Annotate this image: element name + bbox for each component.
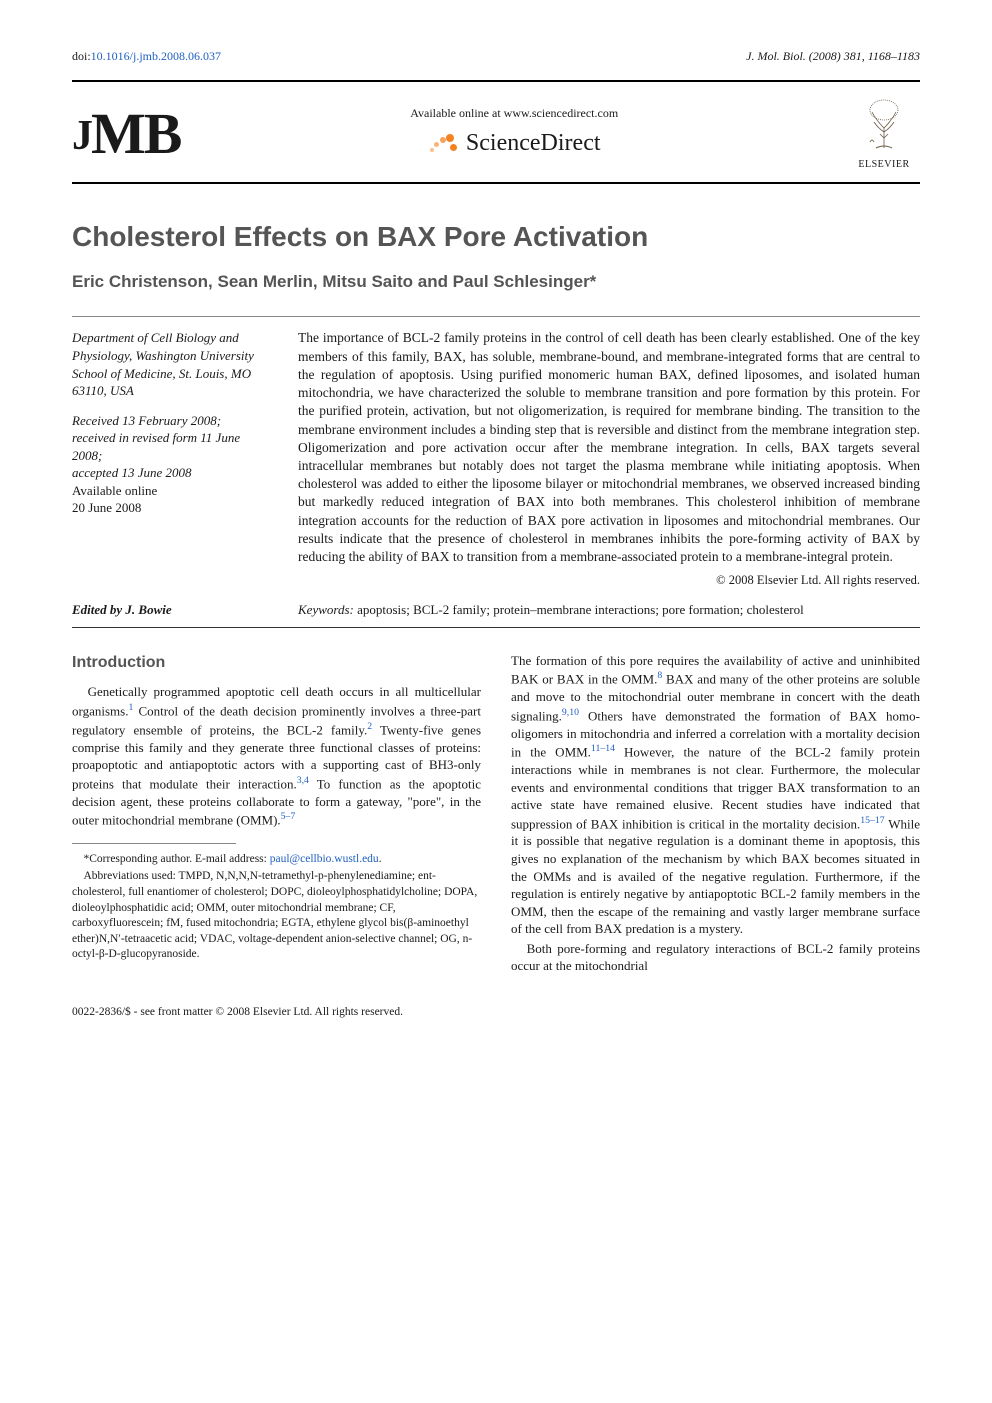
body-two-columns: Introduction Genetically programmed apop…	[72, 652, 920, 977]
online-date: 20 June 2008	[72, 500, 141, 515]
ref-15-17[interactable]: 15–17	[860, 815, 884, 826]
article-dates: Received 13 February 2008; received in r…	[72, 412, 272, 517]
ref-3-4[interactable]: 3,4	[297, 775, 309, 786]
rule-below-keywords	[72, 627, 920, 628]
revised-date: received in revised form 11 June 2008;	[72, 430, 240, 463]
elsevier-tree-icon	[854, 96, 914, 156]
doi: doi:10.1016/j.jmb.2008.06.037	[72, 48, 221, 64]
online-label: Available online	[72, 483, 157, 498]
elsevier-logo: ELSEVIER	[848, 96, 920, 172]
doi-prefix: doi:	[72, 49, 91, 63]
corresponding-author-footnote: *Corresponding author. E-mail address: p…	[72, 852, 481, 868]
article-metadata-column: Department of Cell Biology and Physiolog…	[72, 329, 272, 589]
article-title: Cholesterol Effects on BAX Pore Activati…	[72, 218, 920, 256]
intro-paragraph-1: Genetically programmed apoptotic cell de…	[72, 683, 481, 829]
footnotes-block: *Corresponding author. E-mail address: p…	[72, 852, 481, 963]
sciencedirect-text: ScienceDirect	[466, 127, 601, 159]
elsevier-name: ELSEVIER	[848, 158, 920, 172]
intro-paragraph-2: The formation of this pore requires the …	[511, 652, 920, 938]
introduction-heading: Introduction	[72, 652, 481, 674]
journal-header-band: JMB Available online at www.sciencedirec…	[72, 80, 920, 184]
keywords-row: Edited by J. Bowie Keywords: apoptosis; …	[72, 601, 920, 619]
abstract-text: The importance of BCL-2 family proteins …	[298, 329, 920, 566]
available-online-text: Available online at www.sciencedirect.co…	[192, 105, 836, 121]
footnote-separator	[72, 843, 236, 844]
abstract-copyright: © 2008 Elsevier Ltd. All rights reserved…	[298, 572, 920, 589]
accepted-date: accepted 13 June 2008	[72, 465, 191, 480]
intro-p2-e: While it is possible that negative regul…	[511, 816, 920, 936]
received-date: Received 13 February 2008;	[72, 413, 221, 428]
front-matter-line: 0022-2836/$ - see front matter © 2008 El…	[72, 1005, 920, 1021]
keywords: Keywords: apoptosis; BCL-2 family; prote…	[298, 601, 920, 619]
rule-above-abstract	[72, 316, 920, 317]
abstract-column: The importance of BCL-2 family proteins …	[298, 329, 920, 589]
journal-reference: J. Mol. Biol. (2008) 381, 1168–1183	[746, 48, 920, 64]
affiliation: Department of Cell Biology and Physiolog…	[72, 329, 272, 399]
jmb-logo-mb: MB	[91, 101, 180, 166]
abbreviations-footnote: Abbreviations used: TMPD, N,N,N,N-tetram…	[72, 869, 481, 962]
meta-abstract-row: Department of Cell Biology and Physiolog…	[72, 329, 920, 589]
doi-link[interactable]: 10.1016/j.jmb.2008.06.037	[91, 49, 221, 63]
article-authors: Eric Christenson, Sean Merlin, Mitsu Sai…	[72, 271, 920, 294]
corr-label: *Corresponding author.	[84, 853, 193, 865]
edited-by: Edited by J. Bowie	[72, 601, 272, 619]
corresponding-email-link[interactable]: paul@cellbio.wustl.edu	[270, 853, 379, 865]
keywords-list: apoptosis; BCL-2 family; protein–membran…	[357, 602, 804, 617]
sciencedirect-swirl-icon	[428, 130, 458, 156]
top-meta-row: doi:10.1016/j.jmb.2008.06.037 J. Mol. Bi…	[72, 48, 920, 64]
jmb-logo-j: J	[72, 113, 91, 159]
sciencedirect-logo: ScienceDirect	[428, 127, 601, 159]
ref-5-7[interactable]: 5–7	[281, 811, 296, 822]
keywords-label: Keywords:	[298, 602, 354, 617]
jmb-logo: JMB	[72, 105, 180, 163]
ref-11-14[interactable]: 11–14	[591, 743, 615, 754]
intro-paragraph-3: Both pore-forming and regulatory interac…	[511, 940, 920, 975]
sciencedirect-block: Available online at www.sciencedirect.co…	[180, 105, 848, 163]
ref-9-10[interactable]: 9,10	[562, 707, 579, 718]
corr-text: E-mail address:	[192, 853, 267, 865]
